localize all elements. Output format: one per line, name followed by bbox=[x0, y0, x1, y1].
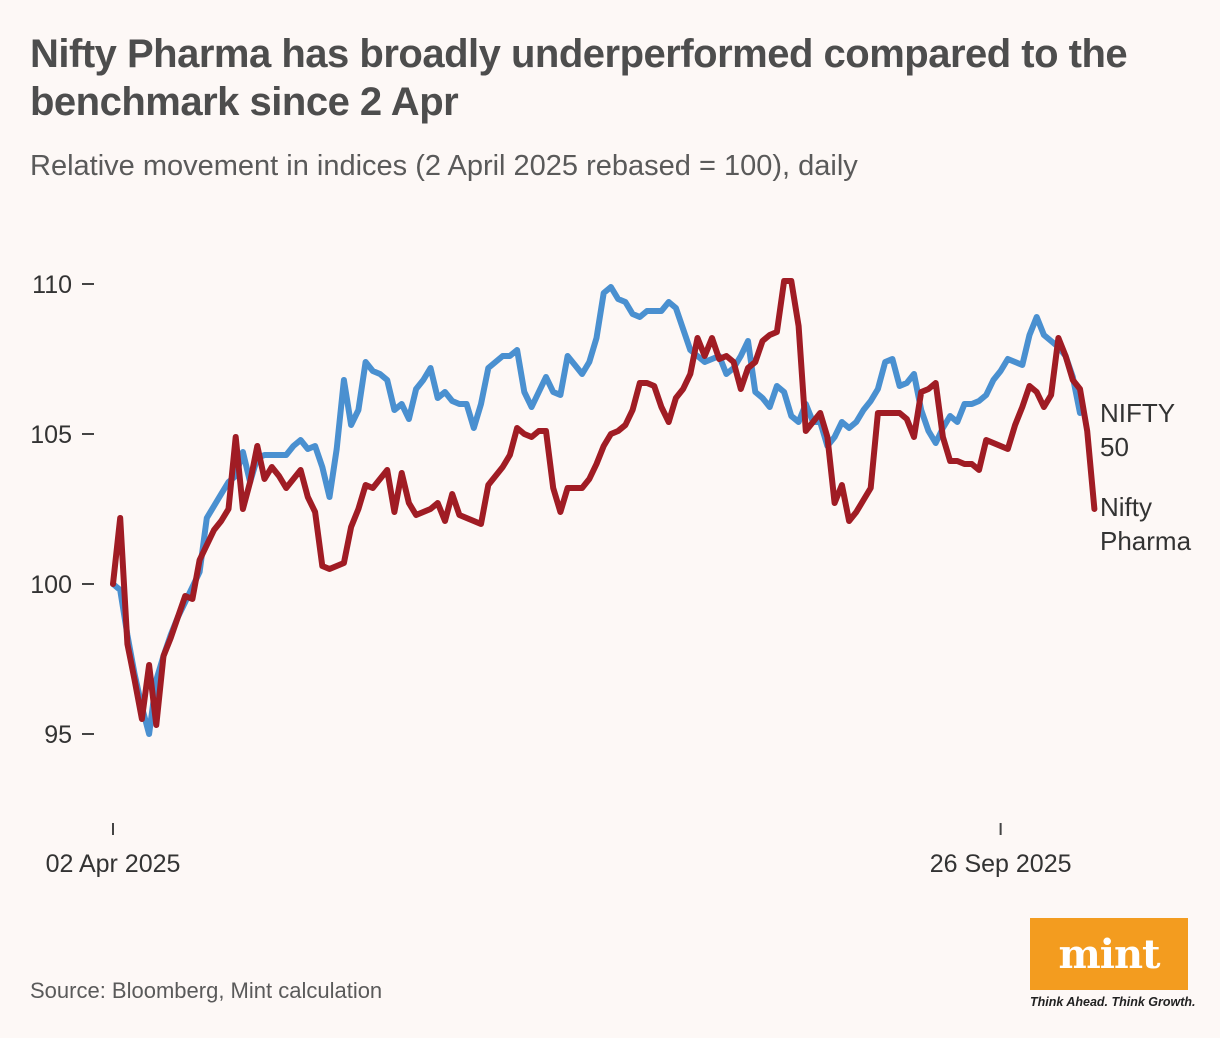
y-tick-label-105: 105 bbox=[30, 421, 72, 449]
x-tick-label-1: 26 Sep 2025 bbox=[930, 850, 1072, 878]
logo-wordmark: mint bbox=[1058, 930, 1160, 978]
chart-subtitle: Relative movement in indices (2 April 20… bbox=[30, 150, 858, 182]
source-note: Source: Bloomberg, Mint calculation bbox=[30, 978, 383, 1003]
series-line-nifty-pharma bbox=[110, 278, 1098, 728]
y-tick-label-95: 95 bbox=[44, 721, 72, 749]
chart-title: Nifty Pharma has broadly underperformed … bbox=[30, 32, 1128, 124]
mint-logo: mint bbox=[1030, 918, 1188, 990]
x-axis: 02 Apr 2025 26 Sep 2025 bbox=[46, 823, 1072, 878]
series-label-nifty-pharma: Nifty Pharma bbox=[1100, 492, 1192, 556]
logo-tagline: Think Ahead. Think Growth. bbox=[1030, 995, 1196, 1009]
series-lines bbox=[110, 278, 1098, 737]
y-tick-label-110: 110 bbox=[32, 271, 72, 299]
series-labels: NIFTY 50 Nifty Pharma bbox=[1100, 398, 1192, 556]
y-tick-label-100: 100 bbox=[30, 571, 72, 599]
series-line-nifty-50 bbox=[110, 284, 1083, 737]
series-label-nifty-50: NIFTY 50 bbox=[1100, 398, 1175, 462]
x-tick-label-0: 02 Apr 2025 bbox=[46, 850, 181, 878]
y-axis: 95 100 105 110 bbox=[30, 271, 94, 749]
